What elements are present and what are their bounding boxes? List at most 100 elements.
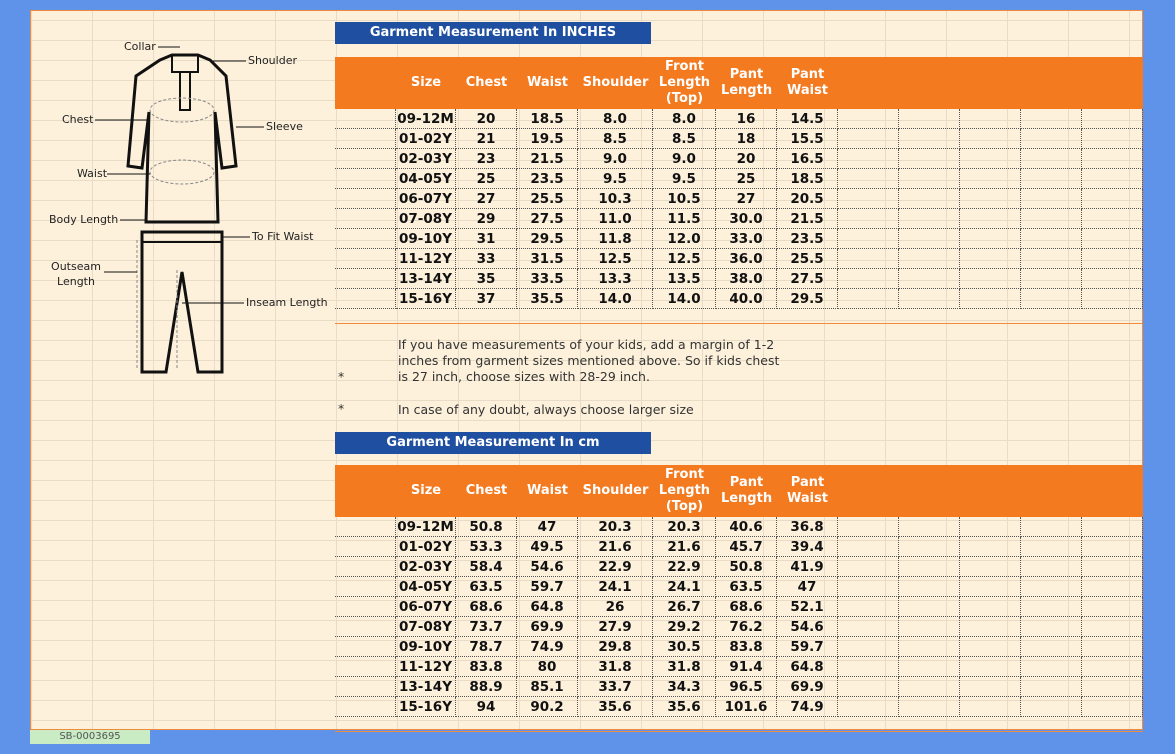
empty-cell — [1021, 289, 1082, 309]
empty-cell — [838, 249, 899, 269]
empty-cell — [335, 169, 396, 189]
empty-cell — [1082, 129, 1143, 149]
empty-cell — [1021, 149, 1082, 169]
table-cell: 18.5 — [517, 109, 578, 129]
header-text: Pant Waist — [786, 475, 829, 506]
empty-cell — [1021, 129, 1082, 149]
empty-cell — [1082, 269, 1143, 289]
table-cell: 69.9 — [777, 677, 838, 697]
table-cell: 52.1 — [777, 597, 838, 617]
garment-diagram — [95, 46, 264, 374]
table-cell: 20.3 — [653, 517, 716, 537]
empty-cell — [899, 129, 960, 149]
table-cell: 23 — [456, 149, 517, 169]
table-cell: 09-12M — [396, 109, 456, 129]
empty-cell — [1021, 109, 1082, 129]
table-cell: 09-12M — [396, 517, 456, 537]
table-cell: 21 — [456, 129, 517, 149]
empty-cell — [838, 517, 899, 537]
empty-cell — [838, 109, 899, 129]
table-cell: 12.5 — [653, 249, 716, 269]
diagram-label: To Fit Waist — [252, 230, 314, 243]
empty-cell — [899, 189, 960, 209]
empty-cell — [960, 557, 1021, 577]
table-cell: 35.6 — [653, 697, 716, 717]
diagram-label: Shoulder — [248, 54, 297, 67]
empty-cell — [335, 289, 396, 309]
empty-cell — [838, 169, 899, 189]
table-cell: 35.5 — [517, 289, 578, 309]
table-cell: 40.6 — [716, 517, 777, 537]
empty-cell — [1082, 577, 1143, 597]
table-cell: 54.6 — [777, 617, 838, 637]
empty-cell — [335, 109, 396, 129]
empty-cell — [335, 269, 396, 289]
table-cell: 26 — [578, 597, 653, 617]
table-cell: 20 — [456, 109, 517, 129]
header-text: Shoulder — [582, 483, 649, 498]
table-cell: 8.5 — [653, 129, 716, 149]
empty-cell — [1021, 557, 1082, 577]
table-cell: 23.5 — [517, 169, 578, 189]
table-bottom — [335, 309, 1143, 324]
empty-cell — [335, 517, 396, 537]
empty-cell — [899, 617, 960, 637]
table-cell: 47 — [777, 577, 838, 597]
table-cell: 24.1 — [653, 577, 716, 597]
table-cell: 34.3 — [653, 677, 716, 697]
header-text: Pant Length — [720, 67, 773, 98]
empty-cell — [838, 697, 899, 717]
table-cell: 20.3 — [578, 517, 653, 537]
empty-cell — [1082, 557, 1143, 577]
table-cell: 54.6 — [517, 557, 578, 577]
header-cell: Size — [396, 465, 456, 517]
table-cell: 13-14Y — [396, 677, 456, 697]
table-cell: 96.5 — [716, 677, 777, 697]
empty-cell — [1082, 617, 1143, 637]
empty-cell — [1021, 697, 1082, 717]
header-cell: Waist — [517, 465, 578, 517]
empty-cell — [1082, 637, 1143, 657]
empty-cell — [960, 637, 1021, 657]
empty-cell — [1021, 677, 1082, 697]
table-cell: 33.7 — [578, 677, 653, 697]
empty-cell — [838, 677, 899, 697]
table-cell: 27 — [716, 189, 777, 209]
table-cell: 23.5 — [777, 229, 838, 249]
empty-cell — [899, 209, 960, 229]
table-cell: 31.5 — [517, 249, 578, 269]
table-cell: 20 — [716, 149, 777, 169]
empty-cell — [1021, 209, 1082, 229]
table-cell: 27.5 — [777, 269, 838, 289]
empty-cell — [838, 289, 899, 309]
table-cell: 64.8 — [777, 657, 838, 677]
table-cell: 29.5 — [517, 229, 578, 249]
header-cell: Pant Length — [716, 465, 777, 517]
empty-cell — [1021, 577, 1082, 597]
empty-cell — [838, 617, 899, 637]
table-cell: 29.5 — [777, 289, 838, 309]
empty-cell — [335, 597, 396, 617]
table-cell: 35.6 — [578, 697, 653, 717]
empty-cell — [1021, 169, 1082, 189]
table-cell: 88.9 — [456, 677, 517, 697]
empty-cell — [899, 657, 960, 677]
header-text: Waist — [526, 483, 569, 498]
table-cell: 83.8 — [456, 657, 517, 677]
table-cell: 07-08Y — [396, 617, 456, 637]
table-cell: 36.0 — [716, 249, 777, 269]
empty-cell — [838, 597, 899, 617]
table-cell: 90.2 — [517, 697, 578, 717]
header-cell: Front Length (Top) — [653, 465, 716, 517]
table-cell: 10.5 — [653, 189, 716, 209]
table-cell: 18 — [716, 129, 777, 149]
table-cell: 22.9 — [653, 557, 716, 577]
sheet-id: SB-0003695 — [30, 730, 150, 744]
header-cell: Pant Waist — [777, 465, 838, 517]
empty-cell — [1082, 189, 1143, 209]
empty-cell — [335, 229, 396, 249]
table-cell: 06-07Y — [396, 189, 456, 209]
empty-cell — [838, 269, 899, 289]
table-cell: 27.9 — [578, 617, 653, 637]
